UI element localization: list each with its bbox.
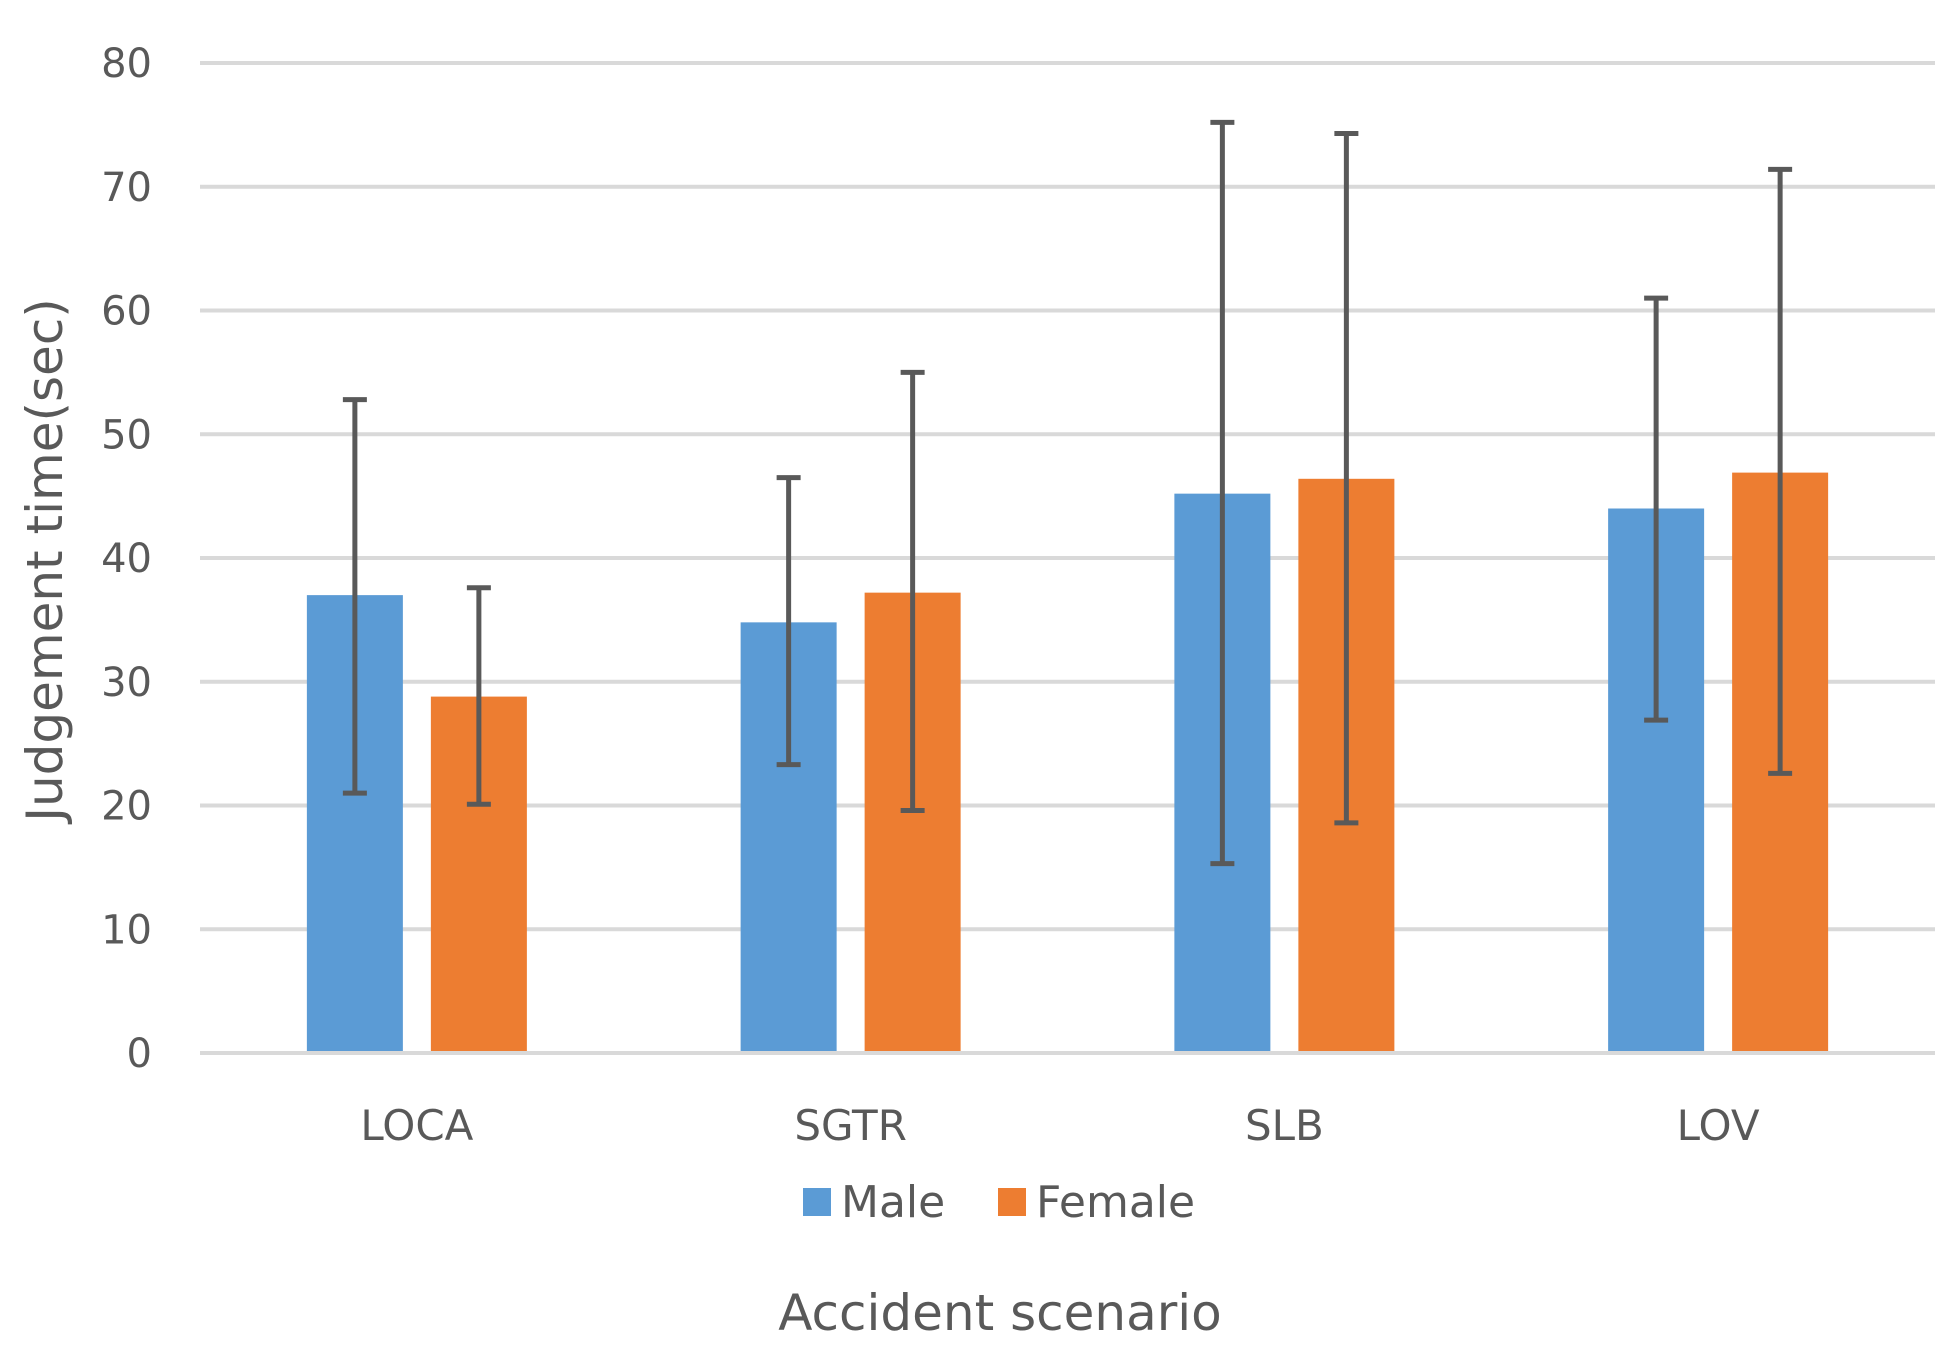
error-bars: [200, 119, 1935, 1055]
error-bar-female-sgtr: [900, 369, 925, 813]
y-tick-label: 40: [101, 536, 152, 582]
y-tick-label: 20: [101, 784, 152, 830]
legend-label-male: Male: [841, 1177, 945, 1228]
x-tick-label-slb: SLB: [1245, 1101, 1324, 1150]
y-tick-label: 0: [127, 1031, 152, 1077]
legend-item-male: Male: [803, 1177, 945, 1228]
error-bar-male-loca: [342, 397, 367, 796]
x-tick-label-lov: LOV: [1677, 1101, 1760, 1150]
error-bar-female-lov: [1768, 166, 1793, 776]
y-tick-label: 60: [101, 289, 152, 335]
error-bar-female-slb: [1334, 131, 1359, 826]
legend: Male Female: [803, 1177, 1195, 1228]
legend-swatch-male: [803, 1188, 831, 1216]
y-axis-title: Judgement time(sec): [16, 298, 74, 825]
y-tick-label: 80: [101, 41, 152, 87]
y-tick-label: 10: [101, 907, 152, 953]
y-tick-label: 50: [101, 412, 152, 458]
bars: [306, 472, 1829, 1053]
error-bar-male-lov: [1644, 295, 1669, 723]
y-tick-label: 30: [101, 660, 152, 706]
legend-label-female: Female: [1036, 1177, 1195, 1228]
error-bar-male-slb: [1210, 119, 1235, 867]
error-bar-male-sgtr: [776, 475, 801, 768]
x-axis-title: Accident scenario: [778, 1284, 1222, 1342]
x-tick-label-sgtr: SGTR: [794, 1101, 907, 1150]
legend-item-female: Female: [998, 1177, 1195, 1228]
x-tick-label-loca: LOCA: [360, 1101, 473, 1150]
y-axis-ticks: 0 10 20 30 40 50 60 70 80: [101, 41, 152, 1077]
legend-swatch-female: [998, 1188, 1026, 1216]
y-tick-label: 70: [101, 165, 152, 211]
x-axis-categories: LOCA SGTR SLB LOV: [360, 1101, 1760, 1150]
error-bar-female-loca: [466, 585, 491, 807]
